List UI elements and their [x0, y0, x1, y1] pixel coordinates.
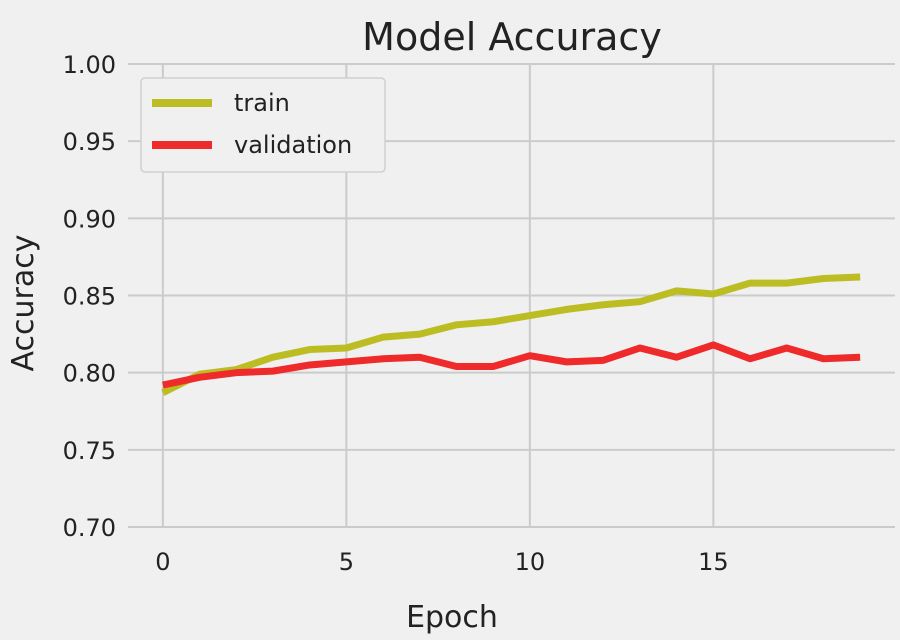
y-tick-label: 0.95 — [63, 128, 116, 156]
y-tick-label: 0.70 — [63, 514, 116, 542]
series-layer — [161, 273, 861, 396]
legend-label-train: train — [234, 89, 290, 117]
y-tick-label: 1.00 — [63, 51, 116, 79]
series-line-train — [161, 273, 861, 396]
x-tick-label: 10 — [515, 548, 546, 576]
x-tick-label: 5 — [339, 548, 354, 576]
y-tick-label: 0.85 — [63, 283, 116, 311]
chart-title: Model Accuracy — [362, 15, 662, 59]
y-tick-label: 0.90 — [63, 205, 116, 233]
y-axis-ticks: 0.70 0.75 0.80 0.85 0.90 0.95 1.00 — [63, 51, 116, 542]
y-axis-label: Accuracy — [6, 235, 41, 372]
x-tick-label: 15 — [698, 548, 729, 576]
x-axis-label: Epoch — [406, 600, 498, 635]
x-tick-label: 0 — [155, 548, 170, 576]
series-line-validation — [162, 341, 861, 389]
y-tick-label: 0.75 — [63, 437, 116, 465]
y-tick-label: 0.80 — [63, 360, 116, 388]
x-axis-ticks: 0 5 10 15 — [155, 548, 728, 576]
legend: train validation — [140, 77, 386, 173]
legend-label-validation: validation — [234, 131, 352, 159]
